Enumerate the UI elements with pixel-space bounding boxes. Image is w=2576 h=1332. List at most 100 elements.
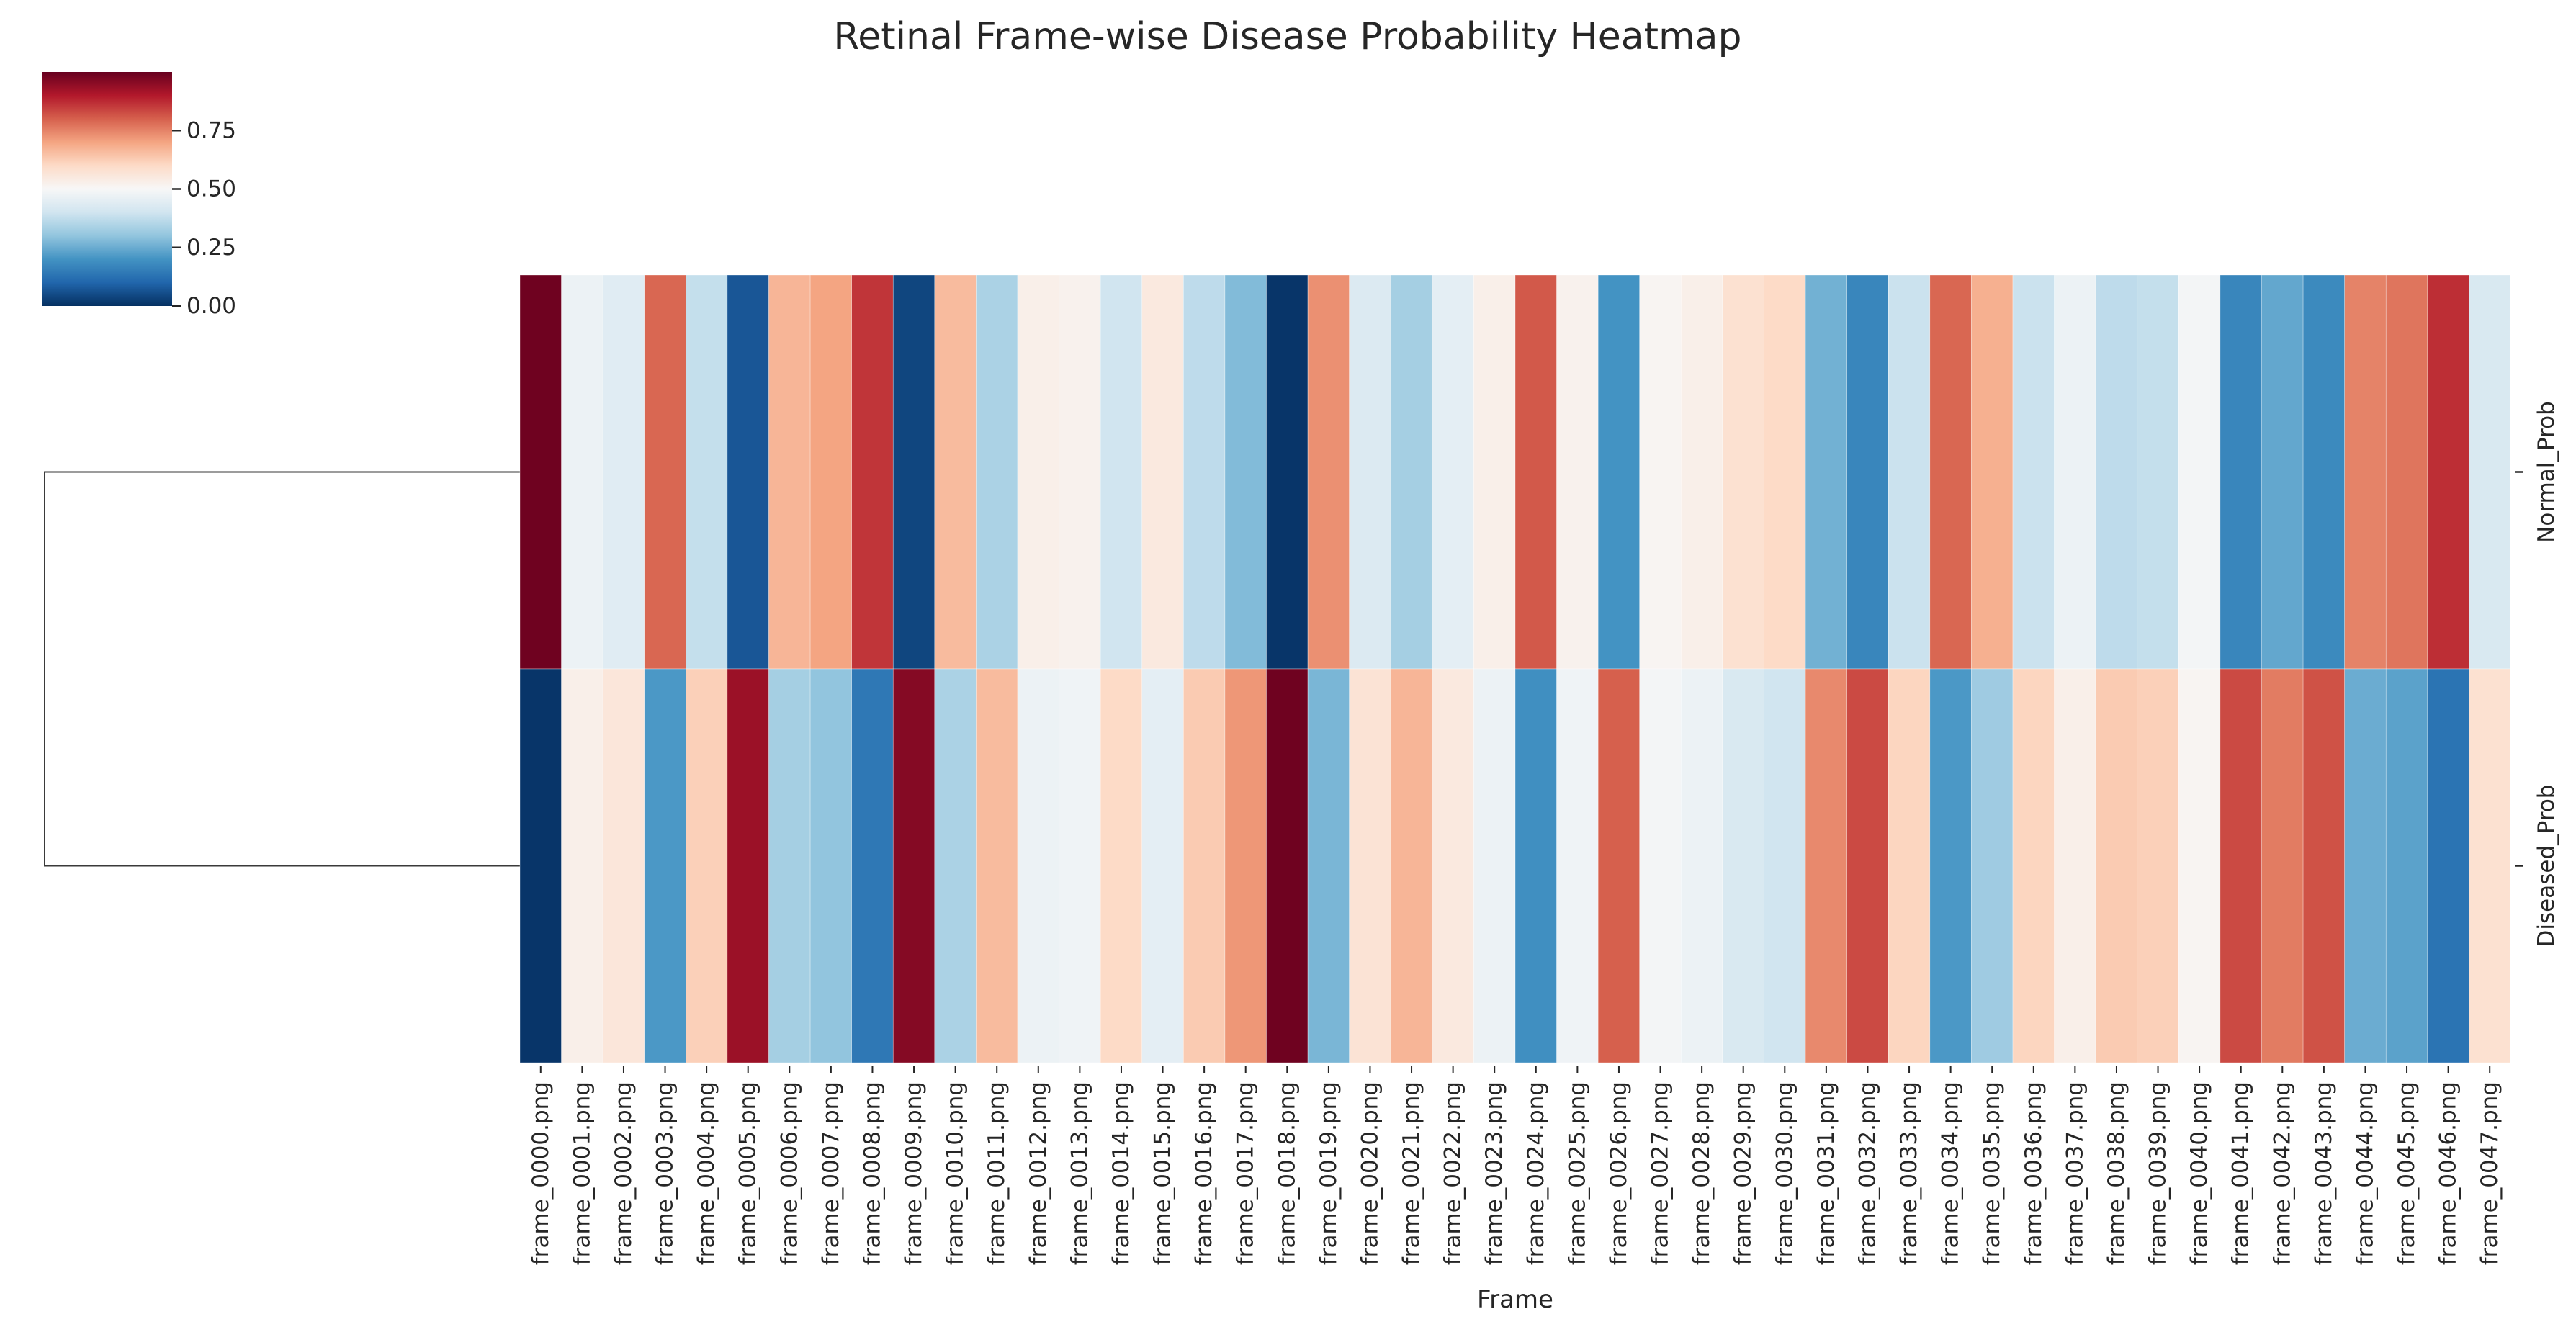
heatmap-cell [1929,668,1972,1063]
heatmap-cell [1141,668,1184,1063]
column-label: frame_0004.png [694,1081,719,1265]
heatmap-cell [1681,274,1723,670]
heatmap-cell [1059,274,1101,670]
heatmap-cell [1722,668,1764,1063]
column-label: frame_0016.png [1191,1081,1217,1265]
heatmap-cell [519,274,562,670]
row-label: Diseased_Prob [2534,785,2559,948]
column-label: frame_0042.png [2269,1081,2295,1265]
heatmap-cell [2469,274,2511,670]
column-label: frame_0045.png [2394,1081,2420,1265]
column-label: frame_0006.png [776,1081,802,1265]
heatmap-cell [2012,274,2055,670]
heatmap-cell [727,668,769,1063]
column-label: frame_0047.png [2477,1081,2503,1265]
column-label: frame_0046.png [2436,1081,2461,1265]
heatmap-cell [1473,274,1516,670]
heatmap-cell [809,274,852,670]
column-label: frame_0030.png [1772,1081,1798,1265]
heatmap-cells [519,274,2511,1063]
column-label: frame_0017.png [1233,1081,1259,1265]
colorbar-tick-label: 0.50 [187,176,236,202]
heatmap-cell [2054,668,2096,1063]
heatmap-cell [2220,274,2262,670]
heatmap-cell [1514,668,1557,1063]
heatmap-cell [1929,274,1972,670]
heatmap-cell [2178,274,2221,670]
column-label: frame_0019.png [1316,1081,1342,1265]
heatmap-cell [1059,668,1101,1063]
heatmap-cell [1266,274,1309,670]
colorbar-gradient [42,72,172,306]
column-label: frame_0034.png [1938,1081,1964,1265]
heatmap-cell [851,668,894,1063]
heatmap-cell [602,274,645,670]
column-label: frame_0000.png [528,1081,554,1265]
column-label: frame_0003.png [652,1081,678,1265]
heatmap-cell [2385,668,2428,1063]
heatmap-cell [644,668,686,1063]
heatmap-cell [1764,668,1806,1063]
heatmap-cell [1597,274,1641,670]
column-label: frame_0013.png [1067,1081,1092,1265]
heatmap-cell [1888,274,1931,670]
heatmap-cell [2302,274,2345,670]
chart-title: Retinal Frame-wise Disease Probability H… [833,15,1741,58]
heatmap-cell [1224,274,1267,670]
heatmap-cell [2344,274,2387,670]
heatmap-cell [1681,668,1723,1063]
heatmap-cell [934,668,977,1063]
heatmap-cell [561,274,603,670]
column-label: frame_0024.png [1523,1081,1549,1265]
column-label: frame_0010.png [943,1081,969,1265]
column-label: frame_0015.png [1150,1081,1176,1265]
heatmap-cell [851,274,894,670]
heatmap-cell [1307,668,1350,1063]
heatmap-cell [1017,274,1059,670]
column-label: frame_0018.png [1274,1081,1300,1265]
heatmap-cell [1722,274,1764,670]
heatmap-cell [1266,668,1309,1063]
column-label: frame_0008.png [859,1081,885,1265]
column-label: frame_0021.png [1399,1081,1424,1265]
column-label: frame_0020.png [1357,1081,1383,1265]
heatmap-cell [1432,274,1474,670]
column-label: frame_0043.png [2311,1081,2337,1265]
heatmap-cell [1805,668,1847,1063]
heatmap-cell [892,274,935,670]
colorbar-ticks: 0.00 0.25 0.50 0.75 [172,117,236,319]
heatmap-cell [1183,668,1226,1063]
heatmap-cell [2012,668,2055,1063]
colorbar-tick-label: 0.25 [187,235,236,261]
heatmap-cell [2344,668,2387,1063]
column-label: frame_0039.png [2145,1081,2171,1265]
column-label: frame_0022.png [1440,1081,1466,1265]
heatmap-cell [1183,274,1226,670]
heatmap-cell [2427,668,2469,1063]
heatmap-cell [976,668,1018,1063]
heatmap-cell [1639,274,1682,670]
heatmap-cell [1805,274,1847,670]
heatmap-cell [1556,668,1599,1063]
heatmap-cell [644,274,686,670]
heatmap-cell [2261,668,2304,1063]
heatmap-cell [2095,668,2138,1063]
heatmap-cell [1846,274,1889,670]
column-label: frame_0041.png [2228,1081,2254,1265]
column-label: frame_0038.png [2104,1081,2130,1265]
heatmap-cell [1514,274,1557,670]
heatmap-cell [2095,274,2138,670]
column-label: frame_0031.png [1813,1081,1839,1265]
heatmap-cell [1432,668,1474,1063]
heatmap-cell [2137,668,2179,1063]
heatmap-cell [1639,668,1682,1063]
column-label: frame_0025.png [1564,1081,1590,1265]
heatmap-cell [686,274,728,670]
column-label: frame_0012.png [1026,1081,1051,1265]
heatmap-cell [1473,668,1516,1063]
column-label: frame_0023.png [1481,1081,1507,1265]
colorbar: 0.00 0.25 0.50 0.75 [42,72,236,319]
column-label: frame_0037.png [2062,1081,2088,1265]
heatmap-cell [2427,274,2469,670]
heatmap-cell [1349,668,1391,1063]
